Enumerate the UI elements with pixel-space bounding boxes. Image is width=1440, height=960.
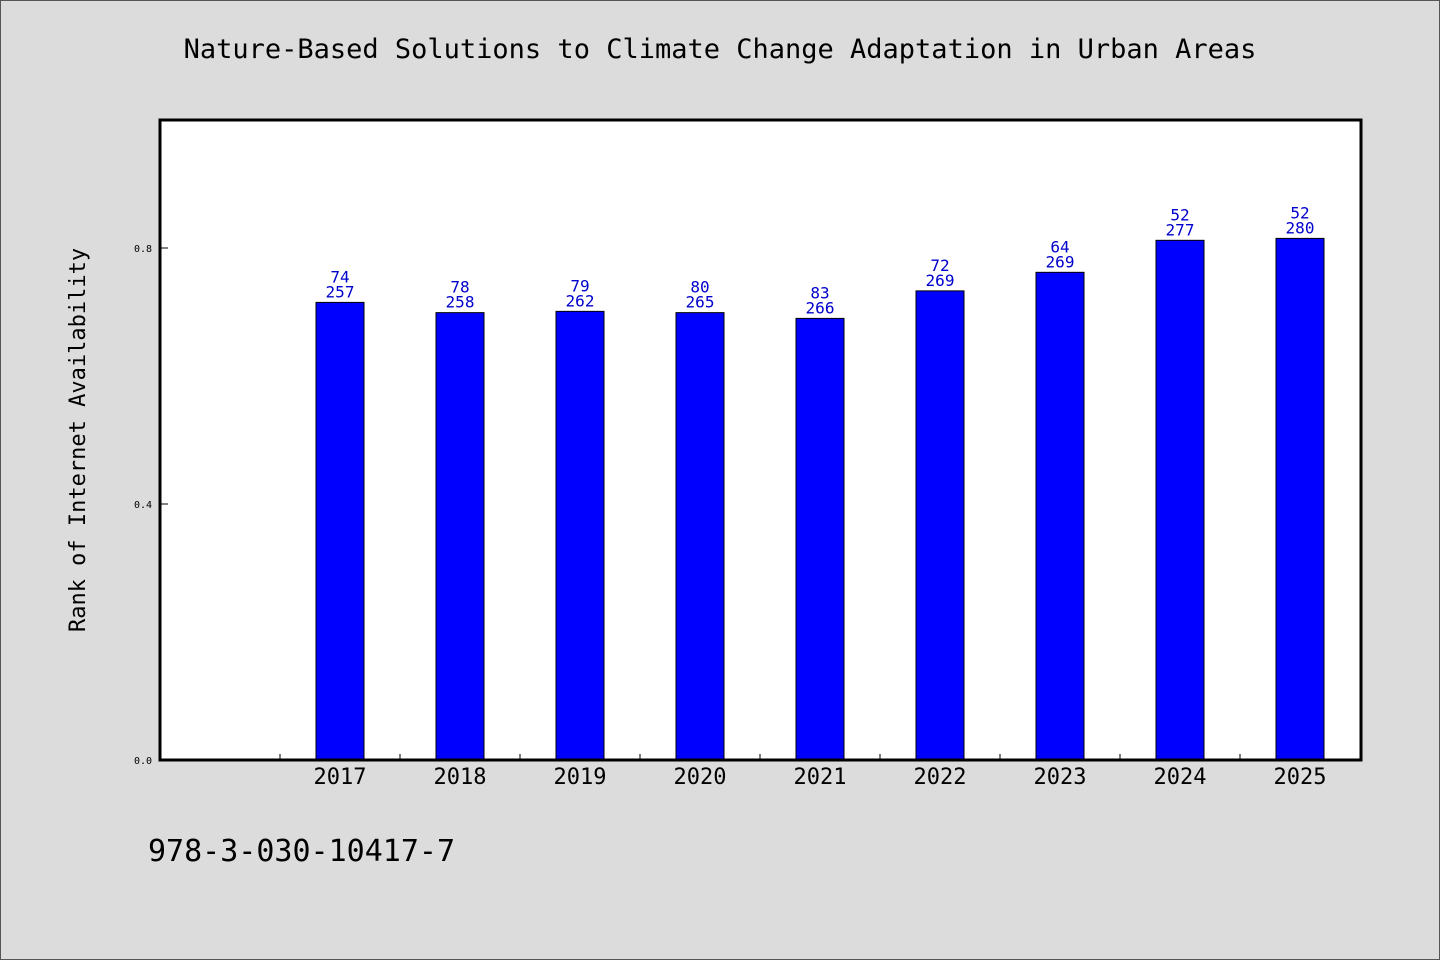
x-tick-label-2019: 2019 <box>554 765 607 790</box>
x-tick-label-2017: 2017 <box>314 765 367 790</box>
x-tick-label-2024: 2024 <box>1154 765 1207 790</box>
data-label-top-2020: 80 <box>690 278 709 297</box>
y-tick-label: 0.4 <box>134 500 152 511</box>
bar-2020 <box>675 312 725 761</box>
y-tick-label: 0.0 <box>134 756 152 767</box>
data-label-bottom-2017: 257 <box>326 282 355 301</box>
bar-2024 <box>1155 239 1205 761</box>
bar-2017 <box>315 301 365 761</box>
data-label-top-2025: 52 <box>1290 203 1309 222</box>
chart-title: Nature-Based Solutions to Climate Change… <box>183 34 1257 65</box>
data-label-bottom-2018: 258 <box>446 293 475 312</box>
x-tick-label-2025: 2025 <box>1274 765 1327 790</box>
data-label-bottom-2020: 265 <box>686 293 715 312</box>
x-tick-label-2018: 2018 <box>434 765 487 790</box>
data-label-top-2019: 79 <box>570 276 589 295</box>
data-label-top-2017: 74 <box>330 267 349 286</box>
data-label-top-2024: 52 <box>1170 205 1189 224</box>
bar-2025 <box>1275 237 1325 761</box>
isbn-label: 978-3-030-10417-7 <box>148 834 456 869</box>
data-label-top-2021: 83 <box>810 283 829 302</box>
data-label-bottom-2025: 280 <box>1286 218 1315 237</box>
bar-2022 <box>915 290 965 761</box>
data-label-bottom-2022: 269 <box>926 271 955 290</box>
bar-2023 <box>1035 271 1085 761</box>
data-label-top-2023: 64 <box>1050 237 1069 256</box>
bar-2019 <box>555 310 605 761</box>
data-label-top-2018: 78 <box>450 278 469 297</box>
data-label-bottom-2019: 262 <box>566 291 595 310</box>
x-tick-label-2022: 2022 <box>914 765 967 790</box>
bar-2018 <box>435 312 485 761</box>
x-tick-label-2021: 2021 <box>794 765 847 790</box>
y-axis-title: Rank of Internet Availability <box>66 248 91 632</box>
bar-2021 <box>795 317 845 761</box>
plot-frame <box>158 118 1363 762</box>
data-label-bottom-2023: 269 <box>1046 252 1075 271</box>
x-tick-label-2020: 2020 <box>674 765 727 790</box>
x-tick-label-2023: 2023 <box>1034 765 1087 790</box>
y-tick-label: 0.8 <box>134 244 152 255</box>
data-label-bottom-2024: 277 <box>1166 220 1195 239</box>
data-label-top-2022: 72 <box>930 256 949 275</box>
data-label-bottom-2021: 266 <box>806 298 835 317</box>
